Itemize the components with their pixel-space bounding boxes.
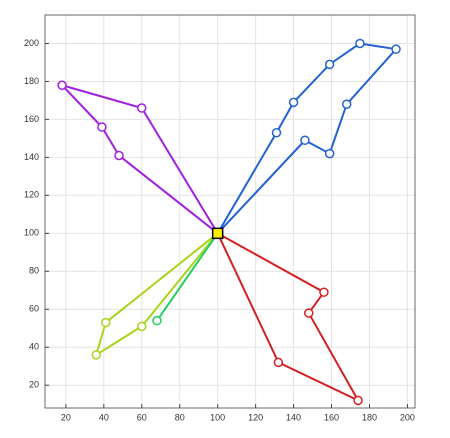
y-tick-label: 180: [24, 76, 39, 86]
data-point: [391, 44, 401, 54]
data-point: [97, 122, 107, 132]
data-point: [137, 103, 147, 113]
data-point: [271, 127, 282, 138]
axes-box: [44, 14, 416, 409]
series-line: [156, 232, 219, 322]
x-tick-label: 140: [286, 412, 301, 422]
x-tick-label: 60: [137, 412, 147, 422]
x-tick-label: 100: [210, 412, 225, 422]
y-tick-label: 160: [24, 114, 39, 124]
data-point: [91, 350, 101, 360]
x-tick-label: 200: [400, 412, 415, 422]
x-tick-label: 120: [248, 412, 263, 422]
y-tick-label: 200: [24, 38, 39, 48]
center-marker: [211, 227, 224, 240]
x-tick-label: 40: [99, 412, 109, 422]
data-point: [273, 357, 284, 368]
data-point: [300, 135, 310, 146]
data-point: [288, 97, 299, 108]
data-point: [152, 315, 162, 326]
y-tick-label: 120: [24, 190, 39, 200]
data-point: [303, 308, 314, 318]
y-tick-label: 100: [24, 228, 39, 238]
x-tick-label: 80: [175, 412, 185, 422]
x-tick-label: 20: [61, 412, 71, 422]
y-tick-label: 60: [29, 304, 39, 314]
y-tick-label: 80: [29, 266, 39, 276]
x-tick-label: 180: [362, 412, 377, 422]
x-tick-label: 160: [324, 412, 339, 422]
y-tick-label: 40: [29, 342, 39, 352]
y-tick-label: 140: [24, 152, 39, 162]
data-point: [341, 99, 352, 109]
data-point: [114, 150, 124, 161]
data-point: [324, 59, 335, 70]
data-point: [355, 38, 365, 49]
series-line: [58, 83, 219, 235]
data-point: [57, 80, 67, 90]
data-point: [324, 148, 335, 159]
data-point: [319, 287, 329, 297]
data-point: [100, 317, 111, 328]
series-line: [216, 42, 398, 235]
y-tick-label: 20: [29, 380, 39, 390]
data-point: [137, 321, 147, 332]
data-point: [353, 395, 363, 406]
series-line: [216, 232, 361, 403]
